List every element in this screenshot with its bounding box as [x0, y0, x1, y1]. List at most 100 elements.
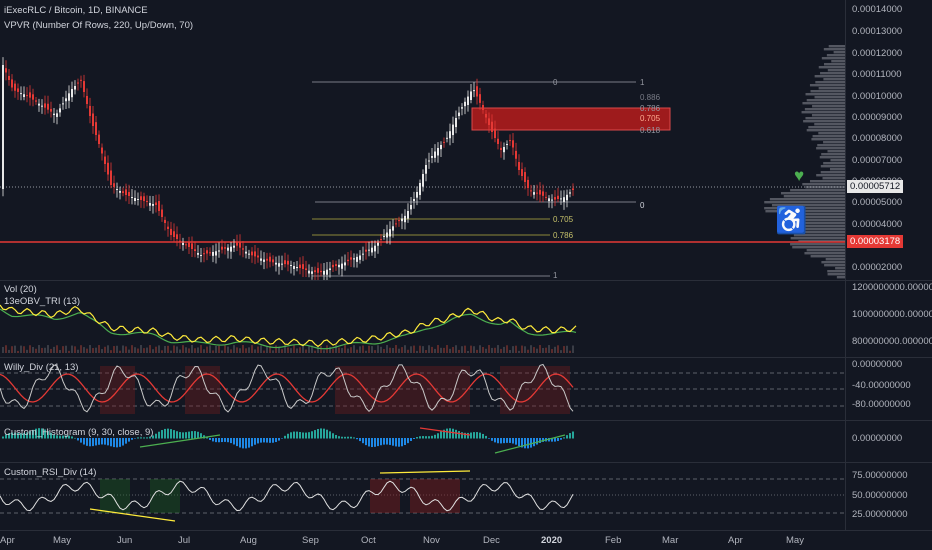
candle-body — [380, 239, 382, 241]
hist-y-tick: 0.00000000 — [852, 433, 903, 444]
histogram-bar — [479, 432, 481, 439]
histogram-chart[interactable] — [0, 421, 845, 462]
vpvr-indicator-label[interactable]: VPVR (Number Of Rows, 220, Up/Down, 70) — [4, 20, 194, 31]
volume-bar — [167, 345, 169, 353]
candle-body — [107, 162, 109, 175]
y-tick: 0.00010000 — [852, 91, 903, 102]
histogram-bar — [500, 438, 502, 444]
volume-bar — [509, 350, 511, 353]
vpvr-bar — [814, 123, 845, 126]
volume-bar — [467, 350, 469, 353]
histogram-bar — [224, 438, 226, 442]
volume-bar — [521, 345, 523, 353]
volume-bar — [353, 345, 355, 353]
histogram-bar — [401, 438, 403, 447]
willy-y-tick: -80.00000000 — [852, 399, 911, 410]
candle-body — [41, 105, 43, 107]
volume-bar — [524, 346, 526, 353]
volume-bar — [512, 346, 514, 353]
vpvr-bar — [765, 210, 845, 213]
histogram-bar — [86, 438, 88, 446]
x-tick: May — [786, 535, 804, 546]
volume-bar — [23, 346, 25, 353]
histogram-bar — [251, 438, 253, 447]
volume-bar — [422, 346, 424, 353]
last-price-tag: 0.00005712 — [847, 180, 904, 193]
volume-bar — [155, 346, 157, 353]
willy-chart[interactable] — [0, 358, 845, 420]
candle-body — [89, 105, 91, 116]
candle-body — [236, 242, 238, 246]
price-axis[interactable]: 0.00014000 0.00013000 0.00012000 0.00011… — [845, 0, 932, 530]
histogram-bar — [44, 429, 46, 439]
candle-body — [215, 251, 217, 256]
candle-body — [554, 197, 556, 200]
candle-body — [191, 243, 193, 249]
volume-label[interactable]: Vol (20) — [4, 284, 37, 295]
volume-bar — [323, 350, 325, 353]
histogram-bar — [368, 438, 370, 447]
histogram-bar — [35, 428, 37, 439]
candle-body — [494, 128, 496, 138]
histogram-bar — [80, 438, 82, 443]
vpvr-bar — [818, 87, 845, 90]
x-tick: Oct — [361, 535, 376, 546]
candle-body — [233, 245, 235, 248]
volume-bar — [32, 347, 34, 353]
rsi-chart[interactable] — [0, 463, 845, 530]
price-pane[interactable]: 0 1 0.886 0.786 0.705 0.618 0 0.705 0.786 1 iExec… — [0, 0, 845, 280]
candle-body — [149, 203, 151, 206]
vpvr-bar — [792, 246, 845, 249]
volume-bar — [191, 345, 193, 353]
candle-body — [395, 223, 397, 225]
candle-body — [14, 83, 16, 91]
histogram-bar — [257, 438, 259, 444]
candle-body — [179, 240, 181, 242]
volume-bar — [200, 345, 202, 353]
volume-bar — [485, 348, 487, 353]
rsi-label[interactable]: Custom_RSI_Div (14) — [4, 467, 97, 478]
volume-pane[interactable]: Vol (20) 13eOBV_TRI (13) — [0, 281, 845, 357]
vpvr-bar — [794, 228, 845, 231]
histogram-bar — [278, 438, 280, 441]
volume-bar — [431, 346, 433, 353]
candle-body — [158, 201, 160, 211]
willy-pane[interactable]: Willy_Div (21, 13) — [0, 358, 845, 420]
volume-bar — [140, 345, 142, 353]
histogram-pane[interactable]: Custom_Histogram (9, 30, close, 9) — [0, 421, 845, 462]
histogram-bar — [506, 438, 508, 443]
histogram-bar — [149, 436, 151, 439]
candle-body — [455, 118, 457, 128]
volume-bar — [269, 345, 271, 353]
volume-bar — [164, 345, 166, 353]
obv-label[interactable]: 13eOBV_TRI (13) — [4, 296, 81, 307]
candle-body — [71, 89, 73, 98]
time-axis[interactable]: Apr May Jun Jul Aug Sep Oct Nov Dec 2020… — [0, 531, 932, 550]
vpvr-bar — [793, 234, 845, 237]
histogram-bar — [569, 433, 571, 439]
volume-bar — [248, 347, 250, 353]
x-tick: Feb — [605, 535, 622, 546]
volume-bar — [386, 345, 388, 353]
candle-body — [530, 190, 532, 192]
candle-body — [461, 107, 463, 109]
volume-bar — [548, 345, 550, 353]
willy-label[interactable]: Willy_Div (21, 13) — [4, 362, 79, 373]
vpvr-bar — [823, 78, 845, 81]
histogram-bar — [215, 438, 217, 443]
rsi-pane[interactable]: Custom_RSI_Div (14) — [0, 463, 845, 530]
volume-bar — [92, 348, 94, 353]
volume-bar — [365, 350, 367, 353]
candle-body — [392, 226, 394, 231]
symbol-title[interactable]: iExecRLC / Bitcoin, 1D, BINANCE — [4, 5, 148, 16]
histogram-bar — [515, 438, 517, 445]
candle-body — [266, 258, 268, 261]
candle-body — [35, 100, 37, 102]
vpvr-bar — [798, 240, 845, 243]
histogram-label[interactable]: Custom_Histogram (9, 30, close, 9) — [4, 427, 154, 438]
volume-bar — [392, 347, 394, 353]
histogram-bar — [449, 428, 451, 439]
candle-body — [428, 160, 430, 162]
volume-chart[interactable] — [0, 281, 845, 357]
